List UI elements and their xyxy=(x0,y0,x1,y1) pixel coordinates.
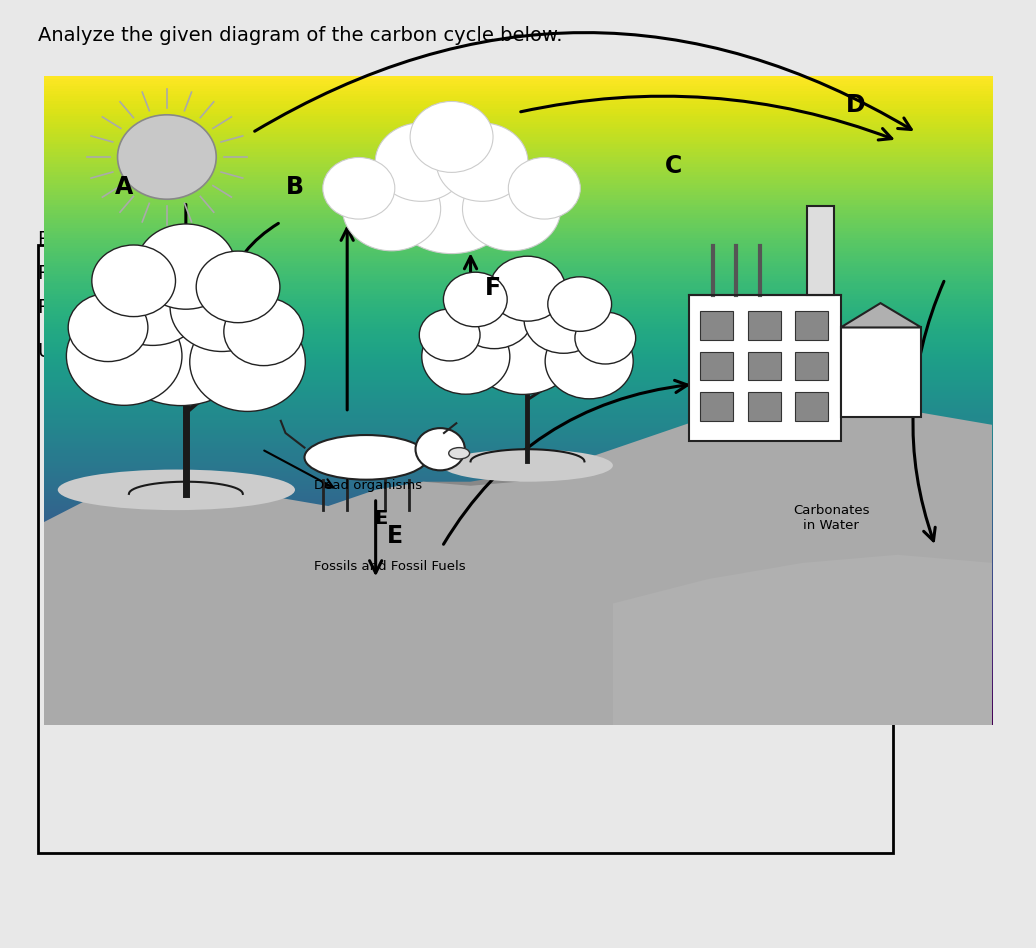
Text: Fossils and Fossil Fuels: Fossils and Fossil Fuels xyxy=(314,560,465,574)
Circle shape xyxy=(107,278,256,406)
Circle shape xyxy=(524,285,603,354)
Text: E: E xyxy=(387,523,403,548)
Circle shape xyxy=(436,123,528,201)
Text: D: D xyxy=(845,93,865,118)
Circle shape xyxy=(545,323,633,399)
Bar xyxy=(795,352,829,380)
Circle shape xyxy=(443,272,508,327)
Circle shape xyxy=(410,101,493,173)
Circle shape xyxy=(92,245,175,317)
Ellipse shape xyxy=(442,449,613,482)
Polygon shape xyxy=(44,474,992,725)
Circle shape xyxy=(420,309,480,361)
Circle shape xyxy=(323,157,395,219)
Circle shape xyxy=(415,428,465,470)
Ellipse shape xyxy=(449,447,469,459)
Circle shape xyxy=(190,313,306,411)
Bar xyxy=(748,352,781,380)
Text: Dead organisms: Dead organisms xyxy=(314,480,422,492)
Bar xyxy=(840,327,921,417)
Circle shape xyxy=(375,123,467,201)
Bar xyxy=(748,392,781,421)
Ellipse shape xyxy=(58,469,295,510)
Circle shape xyxy=(509,157,580,219)
Bar xyxy=(807,206,834,295)
Circle shape xyxy=(575,312,636,364)
Text: Part 1: Which process does arrow F represent?: Part 1: Which process does arrow F repre… xyxy=(38,230,474,249)
Circle shape xyxy=(170,263,274,352)
Circle shape xyxy=(462,167,560,251)
Bar xyxy=(700,392,733,421)
Circle shape xyxy=(100,257,204,345)
Text: Carbonates
in Water: Carbonates in Water xyxy=(793,504,869,532)
Circle shape xyxy=(66,306,182,406)
Text: E: E xyxy=(374,509,387,528)
Bar xyxy=(38,245,893,853)
Circle shape xyxy=(490,256,566,321)
Circle shape xyxy=(455,282,534,349)
Bar xyxy=(700,311,733,339)
Circle shape xyxy=(422,319,510,394)
Circle shape xyxy=(136,224,235,309)
Text: F: F xyxy=(485,276,501,300)
Text: C: C xyxy=(665,155,683,178)
Text: A: A xyxy=(115,174,133,198)
Circle shape xyxy=(117,115,217,199)
Text: Analyze the given diagram of the carbon cycle below.: Analyze the given diagram of the carbon … xyxy=(38,26,563,45)
Text: Use complete sentences to explain your answer.: Use complete sentences to explain your a… xyxy=(38,342,493,361)
Text: Part 2: Explain how matter is conserved during the process.: Part 2: Explain how matter is conserved … xyxy=(38,264,600,283)
Bar xyxy=(748,311,781,339)
Polygon shape xyxy=(840,303,921,327)
Circle shape xyxy=(68,293,148,361)
Circle shape xyxy=(224,298,304,366)
Ellipse shape xyxy=(305,435,428,480)
Circle shape xyxy=(466,297,580,394)
Bar xyxy=(795,311,829,339)
Polygon shape xyxy=(44,417,992,725)
Text: B: B xyxy=(286,174,304,198)
Bar xyxy=(689,295,840,441)
Circle shape xyxy=(343,167,440,251)
Circle shape xyxy=(548,277,611,332)
Polygon shape xyxy=(613,555,992,725)
Text: Part 3: Justify why this process is a recycling of carbon in the carbon cycle.: Part 3: Justify why this process is a re… xyxy=(38,298,740,317)
Polygon shape xyxy=(44,400,992,725)
Bar xyxy=(700,352,733,380)
Circle shape xyxy=(196,251,280,322)
Bar xyxy=(795,392,829,421)
Circle shape xyxy=(386,141,517,254)
